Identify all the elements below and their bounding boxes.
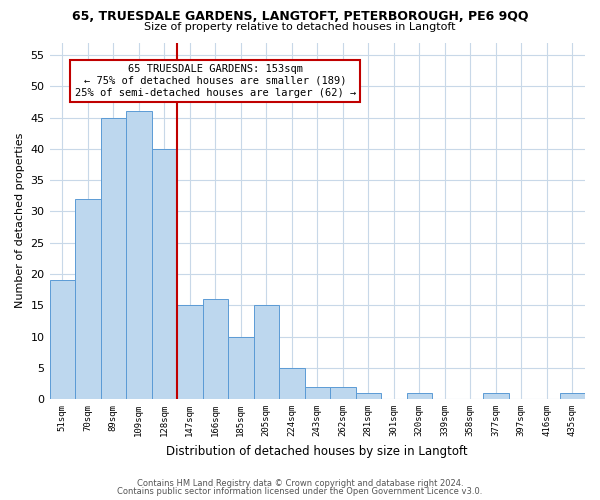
Text: 65, TRUESDALE GARDENS, LANGTOFT, PETERBOROUGH, PE6 9QQ: 65, TRUESDALE GARDENS, LANGTOFT, PETERBO…	[72, 10, 528, 23]
Bar	[203, 299, 228, 399]
Bar	[407, 393, 432, 399]
Bar	[126, 112, 152, 399]
Bar	[75, 199, 101, 399]
Bar	[560, 393, 585, 399]
X-axis label: Distribution of detached houses by size in Langtoft: Distribution of detached houses by size …	[166, 444, 468, 458]
Bar	[152, 149, 177, 399]
Text: Contains public sector information licensed under the Open Government Licence v3: Contains public sector information licen…	[118, 487, 482, 496]
Bar	[483, 393, 509, 399]
Bar	[228, 336, 254, 399]
Bar	[305, 386, 330, 399]
Bar	[101, 118, 126, 399]
Bar	[254, 305, 279, 399]
Text: Size of property relative to detached houses in Langtoft: Size of property relative to detached ho…	[144, 22, 456, 32]
Bar	[50, 280, 75, 399]
Bar	[177, 305, 203, 399]
Y-axis label: Number of detached properties: Number of detached properties	[15, 133, 25, 308]
Bar	[356, 393, 381, 399]
Bar	[279, 368, 305, 399]
Bar	[330, 386, 356, 399]
Text: 65 TRUESDALE GARDENS: 153sqm
← 75% of detached houses are smaller (189)
25% of s: 65 TRUESDALE GARDENS: 153sqm ← 75% of de…	[74, 64, 356, 98]
Text: Contains HM Land Registry data © Crown copyright and database right 2024.: Contains HM Land Registry data © Crown c…	[137, 478, 463, 488]
